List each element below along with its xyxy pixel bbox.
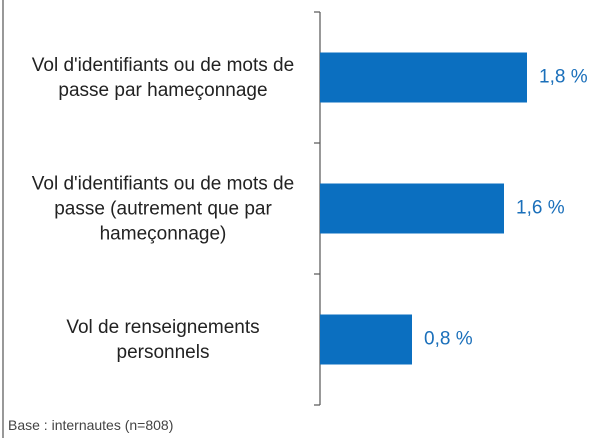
footnote: Base : internautes (n=808): [8, 417, 174, 433]
value-label: 0,8 %: [424, 329, 473, 350]
category-label: Vol d'identifiants ou de mots de passe p…: [31, 54, 295, 101]
category-label: Vol de renseignements personnels: [66, 316, 260, 363]
bar: [320, 52, 527, 103]
category-label: Vol d'identifiants ou de mots de passe (…: [31, 173, 295, 244]
bar: [320, 314, 412, 365]
value-label: 1,6 %: [516, 198, 565, 219]
value-label: 1,8 %: [539, 67, 588, 88]
bar: [320, 183, 504, 234]
